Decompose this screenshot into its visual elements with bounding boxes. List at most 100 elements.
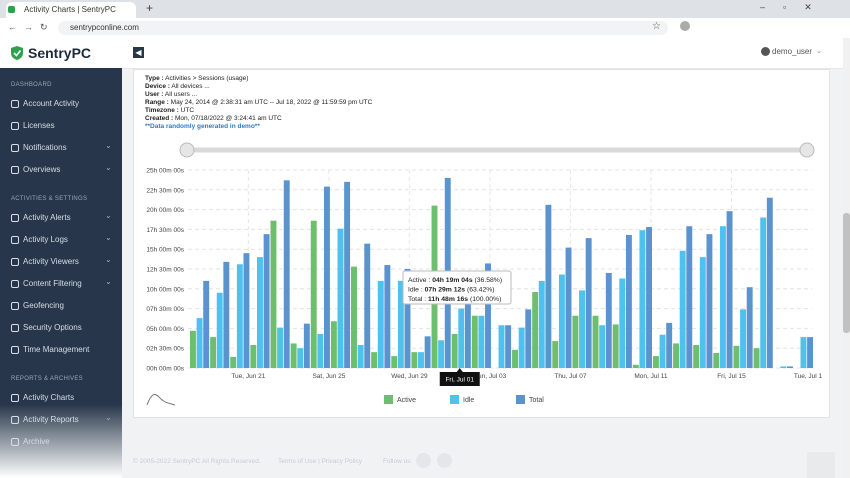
bar (344, 181, 351, 368)
user-caret: ⌄ (816, 48, 822, 55)
nav-item[interactable]: Geofencing (23, 301, 64, 310)
user-avatar (761, 47, 770, 56)
report-label: Timezone : (145, 107, 179, 114)
report-value: All devices ... (171, 83, 210, 90)
y-tick-label: 10h 00m 00s (146, 286, 184, 293)
bar (625, 234, 632, 368)
nav-chevron: ⌄ (105, 255, 112, 264)
report-label: Type : (145, 75, 164, 82)
bar (364, 243, 371, 368)
bar (357, 345, 364, 368)
facebook-icon[interactable] (416, 453, 431, 468)
y-tick-label: 20h 00m 00s (146, 207, 184, 214)
bar (303, 323, 310, 368)
bar (230, 356, 237, 368)
bar (579, 290, 585, 368)
bar (652, 356, 659, 368)
tooltip-value: 04h 19m 04s (432, 277, 473, 284)
bar (706, 234, 713, 368)
bar (699, 257, 706, 368)
nav-item[interactable]: Account Activity (23, 99, 80, 108)
bar (632, 364, 639, 368)
nav-buttons[interactable]: ←→↻ (8, 22, 55, 32)
bar (572, 315, 579, 368)
bar (270, 220, 277, 368)
nav-chevron: ⌄ (105, 163, 112, 172)
bar (646, 227, 652, 368)
bar (532, 291, 539, 368)
new-tab[interactable]: + (146, 1, 154, 15)
bar (538, 280, 545, 368)
profile-icon[interactable] (680, 21, 690, 31)
footer-links[interactable]: Terms of Use | Privacy Policy (278, 458, 363, 465)
collapse-button[interactable]: ◀ (133, 47, 144, 58)
nav-icon (11, 302, 19, 310)
nav-item[interactable]: Time Management (23, 345, 90, 354)
tab-bar (0, 0, 850, 18)
bar (766, 197, 773, 368)
nav-chevron: ⌄ (105, 211, 112, 220)
bar (498, 325, 505, 368)
sidebar-section: ACTIVITIES & SETTINGS (11, 196, 88, 202)
nav-item[interactable]: Content Filtering (23, 279, 82, 288)
scroll-thumb[interactable] (843, 213, 850, 333)
bar (418, 352, 424, 368)
nav-item[interactable]: Activity Reports (23, 415, 79, 424)
nav-item[interactable]: Activity Charts (23, 393, 75, 402)
nav-item[interactable]: Activity Viewers (23, 257, 79, 266)
bar (250, 345, 257, 368)
nav-icon (11, 416, 19, 424)
bar (257, 257, 263, 368)
bar (351, 266, 357, 368)
tooltip-row: Active : 04h 19m 04s (36.58%) (408, 277, 502, 284)
report-line: Created : Mon, 07/18/2022 @ 3:24:41 am U… (145, 115, 372, 123)
y-tick-label: 02h 30m 00s (146, 346, 184, 353)
bar (800, 337, 807, 368)
x-tick-label: Tue, Jun 21 (231, 373, 265, 380)
x-tick-label: Sat, Jun 25 (312, 373, 345, 380)
bar (297, 348, 304, 368)
bar (216, 292, 223, 368)
bar (760, 217, 767, 368)
range-handle[interactable] (179, 142, 195, 158)
bar (746, 287, 753, 368)
bar (337, 228, 344, 368)
crosshair-pointer (456, 368, 463, 372)
nav-item[interactable]: Activity Alerts (23, 213, 71, 222)
bar (673, 343, 680, 368)
tooltip-percent: (36.58%) (475, 277, 503, 284)
nav-item[interactable]: Activity Logs (23, 235, 68, 244)
range-handle[interactable] (799, 142, 815, 158)
nav-item[interactable]: Archive (23, 437, 50, 446)
twitter-icon[interactable] (437, 453, 452, 468)
report-value: Mon, 07/18/2022 @ 3:24:41 am UTC (175, 115, 282, 122)
nav-icon (11, 122, 19, 130)
bar (780, 366, 787, 368)
bar (558, 274, 565, 368)
bar (518, 327, 525, 368)
crosshair-label-box (439, 372, 480, 386)
report-label: Created : (145, 115, 174, 122)
x-tick-label: Thu, Jul 07 (554, 373, 587, 380)
nav-item[interactable]: Licenses (23, 121, 55, 130)
nav-item[interactable]: Security Options (23, 323, 82, 332)
nav-item[interactable]: Notifications (23, 143, 67, 152)
nav-item[interactable]: Overviews (23, 165, 61, 174)
bar (505, 325, 512, 368)
user-menu[interactable]: demo_user (772, 47, 813, 56)
bookmark-star[interactable]: ☆ (652, 21, 661, 32)
bar (545, 204, 552, 368)
back-to-top[interactable] (807, 452, 835, 478)
tooltip-value: 11h 48m 16s (428, 296, 468, 303)
x-tick-label: Wed, Jun 29 (391, 373, 428, 380)
bar (639, 230, 646, 368)
window-controls[interactable]: –▫✕ (760, 2, 830, 12)
chart-type-icon[interactable] (146, 394, 176, 406)
url-field[interactable]: sentrypconline.com (58, 21, 668, 35)
nav-icon (11, 280, 19, 288)
nav-icon (11, 324, 19, 332)
bar (807, 337, 814, 368)
browser-tab[interactable]: Activity Charts | SentryPC (6, 2, 136, 18)
legend-swatch (516, 395, 525, 404)
